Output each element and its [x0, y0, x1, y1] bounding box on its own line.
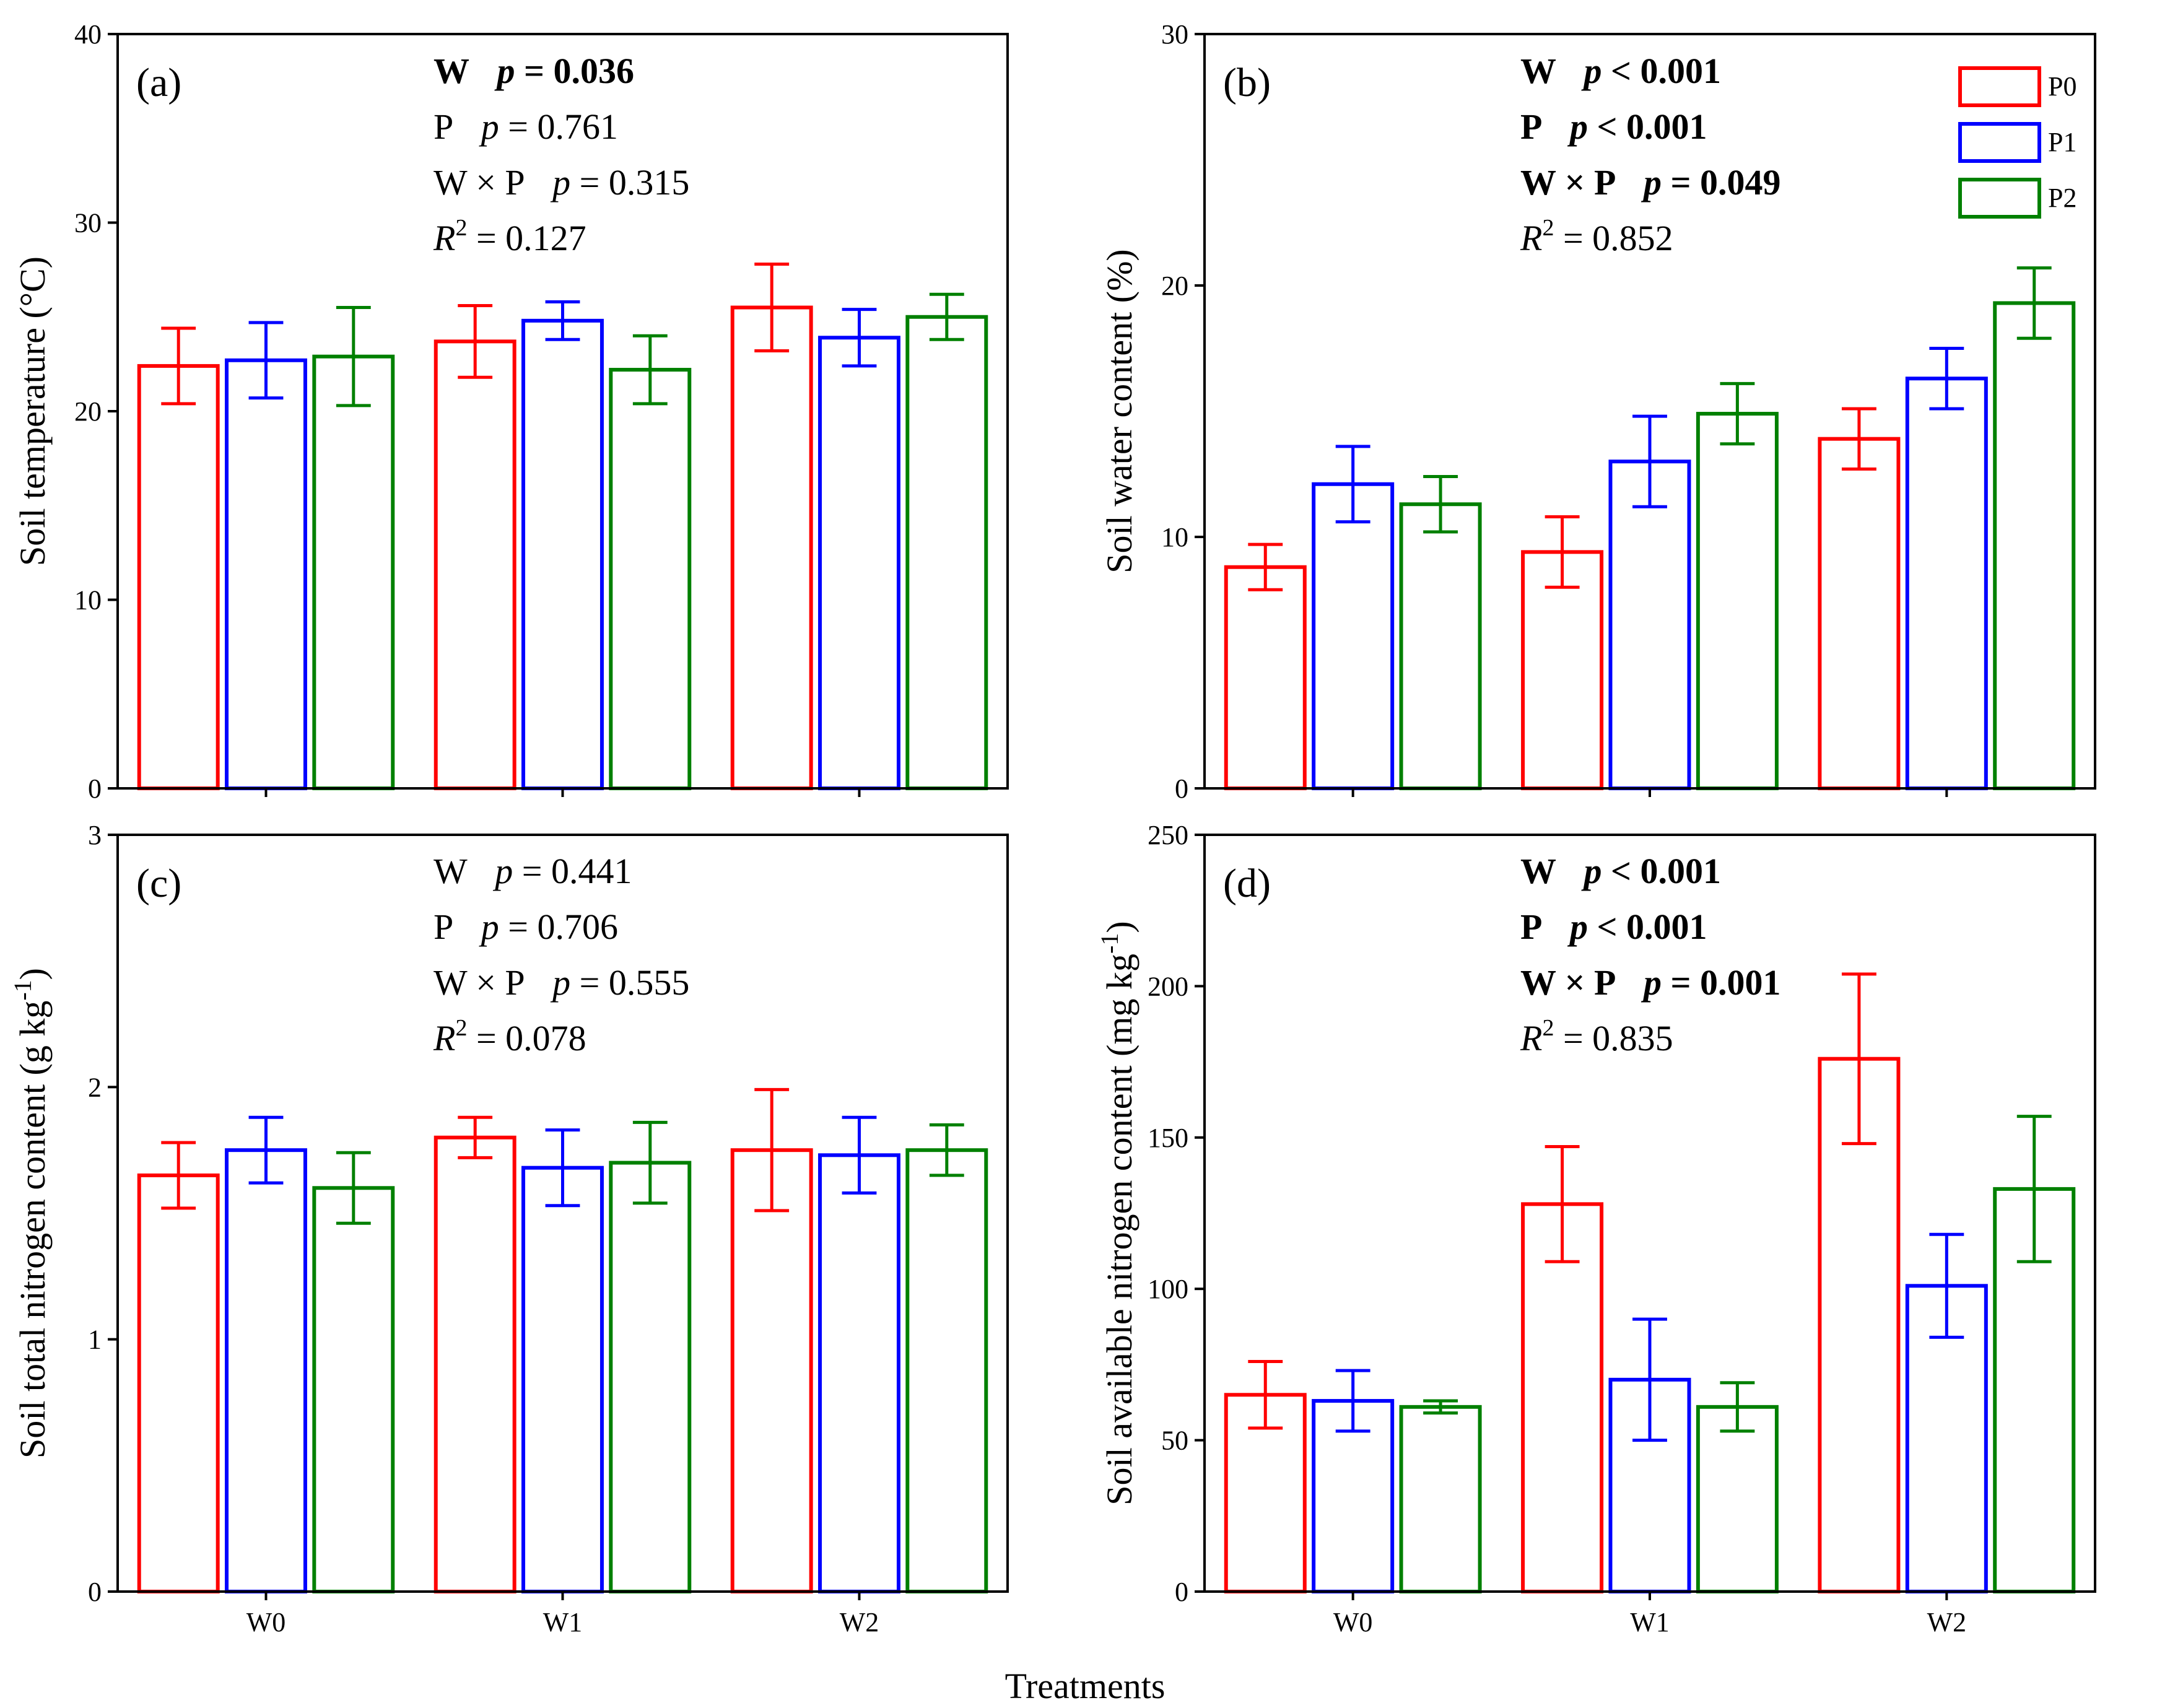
stat-line: W p < 0.001	[1520, 51, 1721, 91]
bar-P1-W1	[521, 318, 604, 790]
x-tick-label: W2	[1927, 1607, 1967, 1637]
y-axis-title: Soil temperature (°C)	[12, 256, 53, 566]
bar-P0-W2	[1818, 437, 1901, 790]
y-tick-label: 10	[1161, 522, 1188, 552]
y-tick-label: 100	[1148, 1274, 1188, 1304]
panel-a: 0 10 20 30 40 (a) Soil temperature (°C) W p = 0…	[12, 19, 1009, 804]
bar-P1-W2	[818, 1153, 900, 1593]
legend-swatch-P1	[1958, 122, 2041, 163]
stat-line: R2 = 0.835	[1520, 1015, 1673, 1058]
x-tick-label: W2	[840, 1607, 879, 1637]
y-tick-label: 3	[88, 820, 102, 850]
y-tick-label: 20	[1161, 271, 1188, 301]
x-tick-label: W0	[246, 1607, 286, 1637]
bar-P2-W1	[1696, 1405, 1779, 1594]
y-tick-label: 150	[1148, 1123, 1188, 1153]
x-axis-title: Treatments	[1005, 1666, 1166, 1706]
bar-P2-W1	[609, 1161, 692, 1593]
y-tick-label: 200	[1148, 971, 1188, 1001]
stat-line: R2 = 0.852	[1520, 215, 1673, 258]
bar-P1-W1	[1608, 460, 1691, 790]
legend: P0 P1 P2	[1958, 66, 2076, 219]
bar-P0-W1	[434, 1135, 516, 1594]
y-tick-label: 1	[88, 1325, 102, 1355]
bar-P1-W0	[1312, 482, 1395, 790]
plot-frame	[1203, 834, 2096, 1593]
y-tick-label: 0	[88, 1577, 102, 1607]
stat-line: P p < 0.001	[1520, 907, 1707, 947]
stat-line: R2 = 0.127	[433, 215, 586, 258]
y-axis-title: Soil total nitrogen content (g kg-1)	[9, 968, 53, 1458]
panel-c: 0 1 2 3 W0 W1 W2 (c) Soil total nitrogen content…	[9, 820, 1009, 1637]
panel-b: 0 10 20 30 (b) Soil water content (%) W p < 0.…	[1099, 19, 2096, 804]
bar-P1-W2	[1905, 377, 1988, 790]
stat-line: W p = 0.441	[434, 851, 632, 891]
bar-P0-W0	[137, 1173, 220, 1593]
stat-line: W × P p = 0.315	[434, 162, 689, 203]
bar-P2-W1	[1696, 412, 1779, 790]
bar-P2-W2	[905, 315, 988, 790]
y-tick-label: 30	[74, 208, 102, 238]
bar-P2-W0	[1399, 502, 1482, 790]
x-tick-label: W1	[543, 1607, 583, 1637]
legend-label-P2: P2	[2048, 183, 2076, 213]
legend-label-P0: P0	[2048, 71, 2076, 102]
stat-line: P p = 0.761	[434, 107, 618, 147]
bar-P0-W0	[137, 364, 220, 790]
y-tick-label: 0	[1175, 773, 1188, 804]
bar-P2-W2	[1993, 301, 2076, 791]
bar-P2-W0	[312, 354, 395, 790]
y-tick-label: 30	[1161, 19, 1188, 50]
stat-line: P p < 0.001	[1520, 107, 1707, 147]
plot-frame	[116, 834, 1009, 1593]
y-tick-label: 0	[88, 773, 102, 804]
bar-P2-W0	[1399, 1405, 1482, 1594]
legend-swatch-P0	[1958, 66, 2041, 107]
stat-line: W × P p = 0.555	[434, 962, 689, 1003]
y-axis-title: Soil water content (%)	[1099, 249, 1139, 573]
stat-line: R2 = 0.078	[433, 1015, 586, 1058]
y-tick-label: 20	[74, 396, 102, 427]
y-tick-label: 0	[1175, 1577, 1188, 1607]
legend-swatch-P2	[1958, 178, 2041, 219]
panel-label: (a)	[136, 60, 181, 105]
panel-label: (d)	[1223, 861, 1271, 906]
y-axis-title: Soil available nitrogen content (mg kg-1…	[1096, 921, 1139, 1505]
x-tick-label: W0	[1333, 1607, 1373, 1637]
stat-line: W × P p = 0.001	[1520, 962, 1781, 1003]
bar-P0-W2	[730, 305, 813, 790]
stat-line: P p = 0.706	[434, 907, 618, 947]
bar-P1-W0	[225, 1148, 307, 1593]
bar-P2-W1	[609, 368, 692, 790]
y-tick-label: 50	[1161, 1426, 1188, 1456]
y-tick-label: 2	[88, 1072, 102, 1102]
bar-P0-W0	[1224, 565, 1307, 790]
stat-line: W × P p = 0.049	[1520, 162, 1781, 203]
legend-label-P1: P1	[2048, 127, 2076, 157]
bar-P2-W2	[905, 1148, 988, 1593]
y-tick-label: 10	[74, 585, 102, 616]
bar-P1-W2	[818, 336, 900, 790]
y-tick-label: 250	[1148, 820, 1188, 850]
panel-label: (c)	[136, 861, 181, 906]
panel-d: 0 50 100 150 200 250 W0 W1 W2 (d) Soil available n…	[1096, 820, 2096, 1637]
bar-P0-W1	[434, 339, 516, 790]
bar-P0-W2	[730, 1148, 813, 1593]
bar-P1-W1	[521, 1166, 604, 1594]
stat-line: W p < 0.001	[1520, 851, 1721, 891]
panel-label: (b)	[1223, 60, 1271, 105]
y-tick-label: 40	[74, 19, 102, 50]
plot-frame	[116, 33, 1009, 790]
stat-line: W p = 0.036	[434, 51, 634, 91]
bar-P1-W0	[225, 358, 307, 790]
bar-P2-W0	[312, 1186, 395, 1594]
x-tick-label: W1	[1630, 1607, 1670, 1637]
